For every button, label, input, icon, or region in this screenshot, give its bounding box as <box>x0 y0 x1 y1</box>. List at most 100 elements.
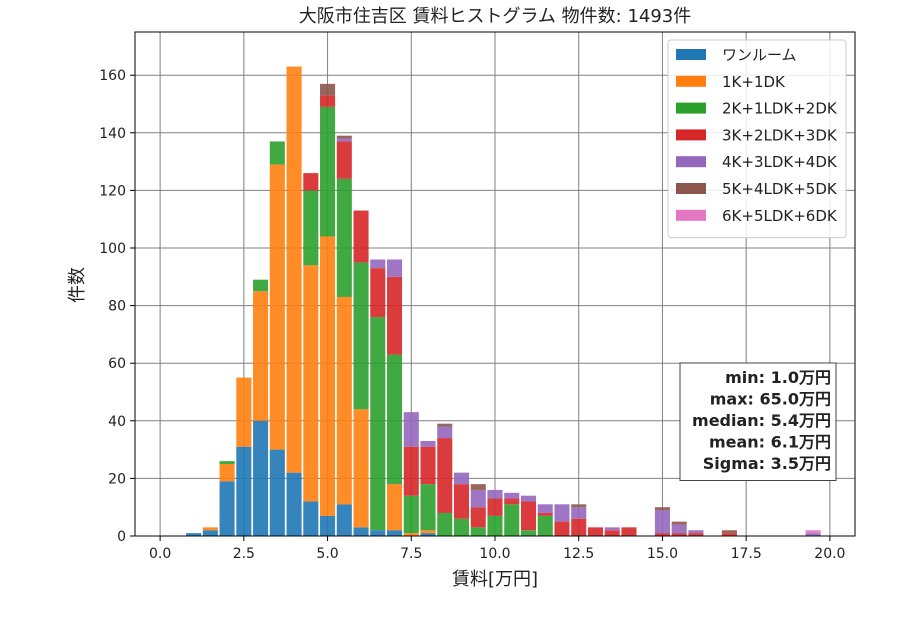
bar-series6-bin37 <box>805 530 821 534</box>
bar-series1-bin13 <box>403 533 419 536</box>
bar-series3-bin22 <box>554 521 570 536</box>
bar-series3-bin32 <box>721 533 737 536</box>
bar-series3-bin24 <box>587 527 603 536</box>
bar-series3-bin15 <box>437 438 453 513</box>
bar-series5-bin29 <box>671 521 687 525</box>
legend-label-4: 4K+3LDK+4DK <box>722 153 838 171</box>
bar-series2-bin15 <box>437 512 453 536</box>
bar-series4-bin18 <box>487 489 503 499</box>
y-axis-label: 件数 <box>67 267 88 303</box>
bar-series4-bin17 <box>470 489 486 508</box>
x-tick-label-0: 0.0 <box>149 546 171 562</box>
y-tick-label-7: 140 <box>99 126 126 142</box>
bar-series0-bin2 <box>219 481 235 536</box>
legend-label-1: 1K+1DK <box>722 73 786 91</box>
stats-line-0: min: 1.0万円 <box>725 368 831 387</box>
bar-series4-bin30 <box>688 530 704 534</box>
bar-series0-bin9 <box>336 504 352 536</box>
ticks-layer: 0.0 2.5 5.0 7.5 10.0 12.5 15.0 17.5 20.0 0 20 40 60 8… <box>99 68 845 562</box>
bar-series4-bin19 <box>504 492 520 499</box>
bar-series5-bin28 <box>654 507 670 511</box>
bar-series4-bin9 <box>336 138 352 142</box>
y-tick-label-0: 0 <box>117 529 126 545</box>
bar-series2-bin21 <box>537 515 553 536</box>
bar-series0-bin5 <box>269 449 285 536</box>
bar-series4-bin37 <box>805 533 821 536</box>
bar-series3-bin21 <box>537 512 553 516</box>
bar-series0-bin8 <box>320 515 336 536</box>
x-tick-label-8: 20.0 <box>814 546 845 562</box>
bar-series1-bin3 <box>236 377 252 447</box>
bar-series3-bin23 <box>571 518 587 536</box>
stats-line-4: Sigma: 3.5万円 <box>703 454 831 473</box>
bar-series2-bin4 <box>253 279 269 292</box>
bar-series1-bin14 <box>420 530 436 534</box>
bar-series0-bin7 <box>303 501 319 536</box>
bar-series3-bin26 <box>621 527 637 536</box>
legend-label-6: 6K+5LDK+6DK <box>722 207 838 225</box>
bar-series4-bin11 <box>370 259 386 269</box>
y-tick-label-8: 160 <box>99 68 126 84</box>
bar-series3-bin13 <box>403 446 419 496</box>
bar-series3-bin11 <box>370 268 386 318</box>
bar-series2-bin14 <box>420 484 436 531</box>
bar-series0-bin1 <box>202 530 218 536</box>
bar-series4-bin20 <box>520 495 537 502</box>
legend-label-5: 5K+4LDK+5DK <box>722 180 838 198</box>
bar-series0-bin11 <box>370 530 386 536</box>
bar-series2-bin5 <box>269 141 285 165</box>
legend-label-3: 3K+2LDK+3DK <box>722 126 838 144</box>
bar-series3-bin18 <box>487 498 503 516</box>
bar-series2-bin2 <box>219 461 235 464</box>
x-tick-label-5: 12.5 <box>563 546 594 562</box>
bar-series4-bin23 <box>571 507 587 519</box>
bar-series2-bin8 <box>320 106 336 237</box>
bar-series3-bin29 <box>671 533 687 536</box>
chart-title: 大阪市住吉区 賃料ヒストグラム 物件数: 1493件 <box>299 6 692 27</box>
x-tick-label-4: 10.0 <box>479 546 510 562</box>
bar-series1-bin2 <box>219 464 235 482</box>
bar-series2-bin18 <box>487 515 503 536</box>
bar-series2-bin16 <box>453 518 470 536</box>
bar-series1-bin1 <box>202 527 218 531</box>
bar-series4-bin25 <box>604 527 620 531</box>
stats-line-2: median: 5.4万円 <box>692 411 831 430</box>
bar-series1-bin5 <box>269 164 285 450</box>
bar-series4-bin14 <box>420 440 436 447</box>
legend-label-2: 2K+1LDK+2DK <box>722 100 838 118</box>
legend-box <box>667 39 847 239</box>
bar-series0-bin14 <box>420 533 436 536</box>
y-tick-label-6: 120 <box>99 183 126 199</box>
bar-series1-bin6 <box>286 66 302 473</box>
bar-series3-bin14 <box>420 446 436 485</box>
bar-series0-bin3 <box>236 446 252 536</box>
bar-series2-bin10 <box>353 262 369 410</box>
bar-series0-bin12 <box>387 530 403 536</box>
bar-series0-bin4 <box>253 420 269 536</box>
bar-series3-bin17 <box>470 507 486 528</box>
bar-series4-bin29 <box>671 524 687 534</box>
bar-series3-bin25 <box>604 530 620 536</box>
bar-series2-bin9 <box>336 178 352 297</box>
legend: ワンルーム 1K+1DK 2K+1LDK+2DK 3K+2LDK+3DK 4K+3LDK… <box>667 39 847 239</box>
bar-series4-bin12 <box>387 259 403 277</box>
bar-series1-bin10 <box>353 409 369 528</box>
x-tick-label-6: 15.0 <box>647 546 678 562</box>
bar-series3-bin12 <box>387 276 403 355</box>
bar-series5-bin15 <box>437 423 453 427</box>
bar-series2-bin19 <box>504 504 520 536</box>
bar-series3-bin20 <box>520 501 537 531</box>
bar-series4-bin28 <box>654 510 670 534</box>
y-tick-label-5: 100 <box>99 241 126 257</box>
bar-series1-bin8 <box>320 236 336 516</box>
bar-series4-bin16 <box>453 472 470 485</box>
bar-series1-bin7 <box>303 265 319 502</box>
legend-label-0: ワンルーム <box>722 46 797 64</box>
bar-series2-bin17 <box>470 527 486 536</box>
bar-series4-bin15 <box>437 426 453 439</box>
bar-series4-bin13 <box>403 412 419 447</box>
bar-series5-bin23 <box>571 504 587 508</box>
bar-series1-bin4 <box>253 291 269 421</box>
legend-swatch-1 <box>676 75 706 87</box>
